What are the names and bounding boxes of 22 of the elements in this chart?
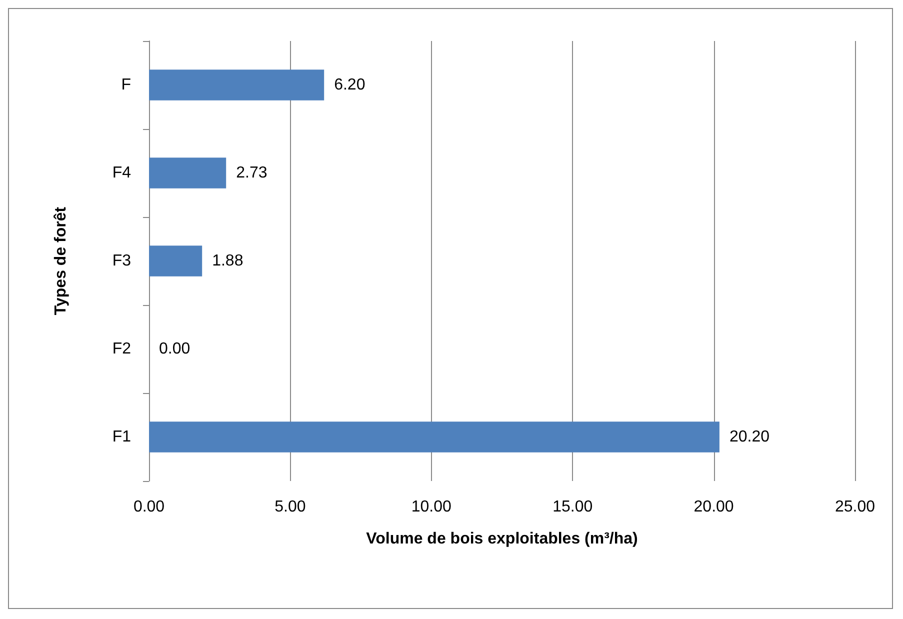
y-tick-label: F2: [112, 340, 132, 358]
y-axis-title: Types de forêt: [52, 206, 70, 316]
x-tick-label: 25.00: [834, 498, 876, 516]
y-tick-label: F3: [112, 252, 132, 270]
y-tick-label: F: [121, 76, 132, 94]
x-tick-label: 0.00: [133, 498, 165, 516]
x-tick-label: 15.00: [552, 498, 593, 516]
bar: [149, 158, 226, 188]
bar: [149, 70, 324, 100]
data-label: 2.73: [236, 164, 268, 182]
x-tick-label: 10.00: [411, 498, 452, 516]
y-tick-label: F4: [112, 164, 132, 182]
data-label: 0.00: [159, 340, 190, 358]
x-tick-label: 5.00: [274, 498, 306, 516]
y-tick-label: F1: [112, 428, 132, 446]
data-label: 20.20: [729, 428, 770, 446]
bar: [149, 246, 202, 276]
x-axis-title: Volume de bois exploitables (m³/ha): [366, 530, 638, 548]
x-tick-label: 20.00: [694, 498, 734, 516]
data-label: 1.88: [212, 252, 244, 270]
bar: [149, 422, 720, 452]
data-label: 6.20: [334, 76, 366, 94]
